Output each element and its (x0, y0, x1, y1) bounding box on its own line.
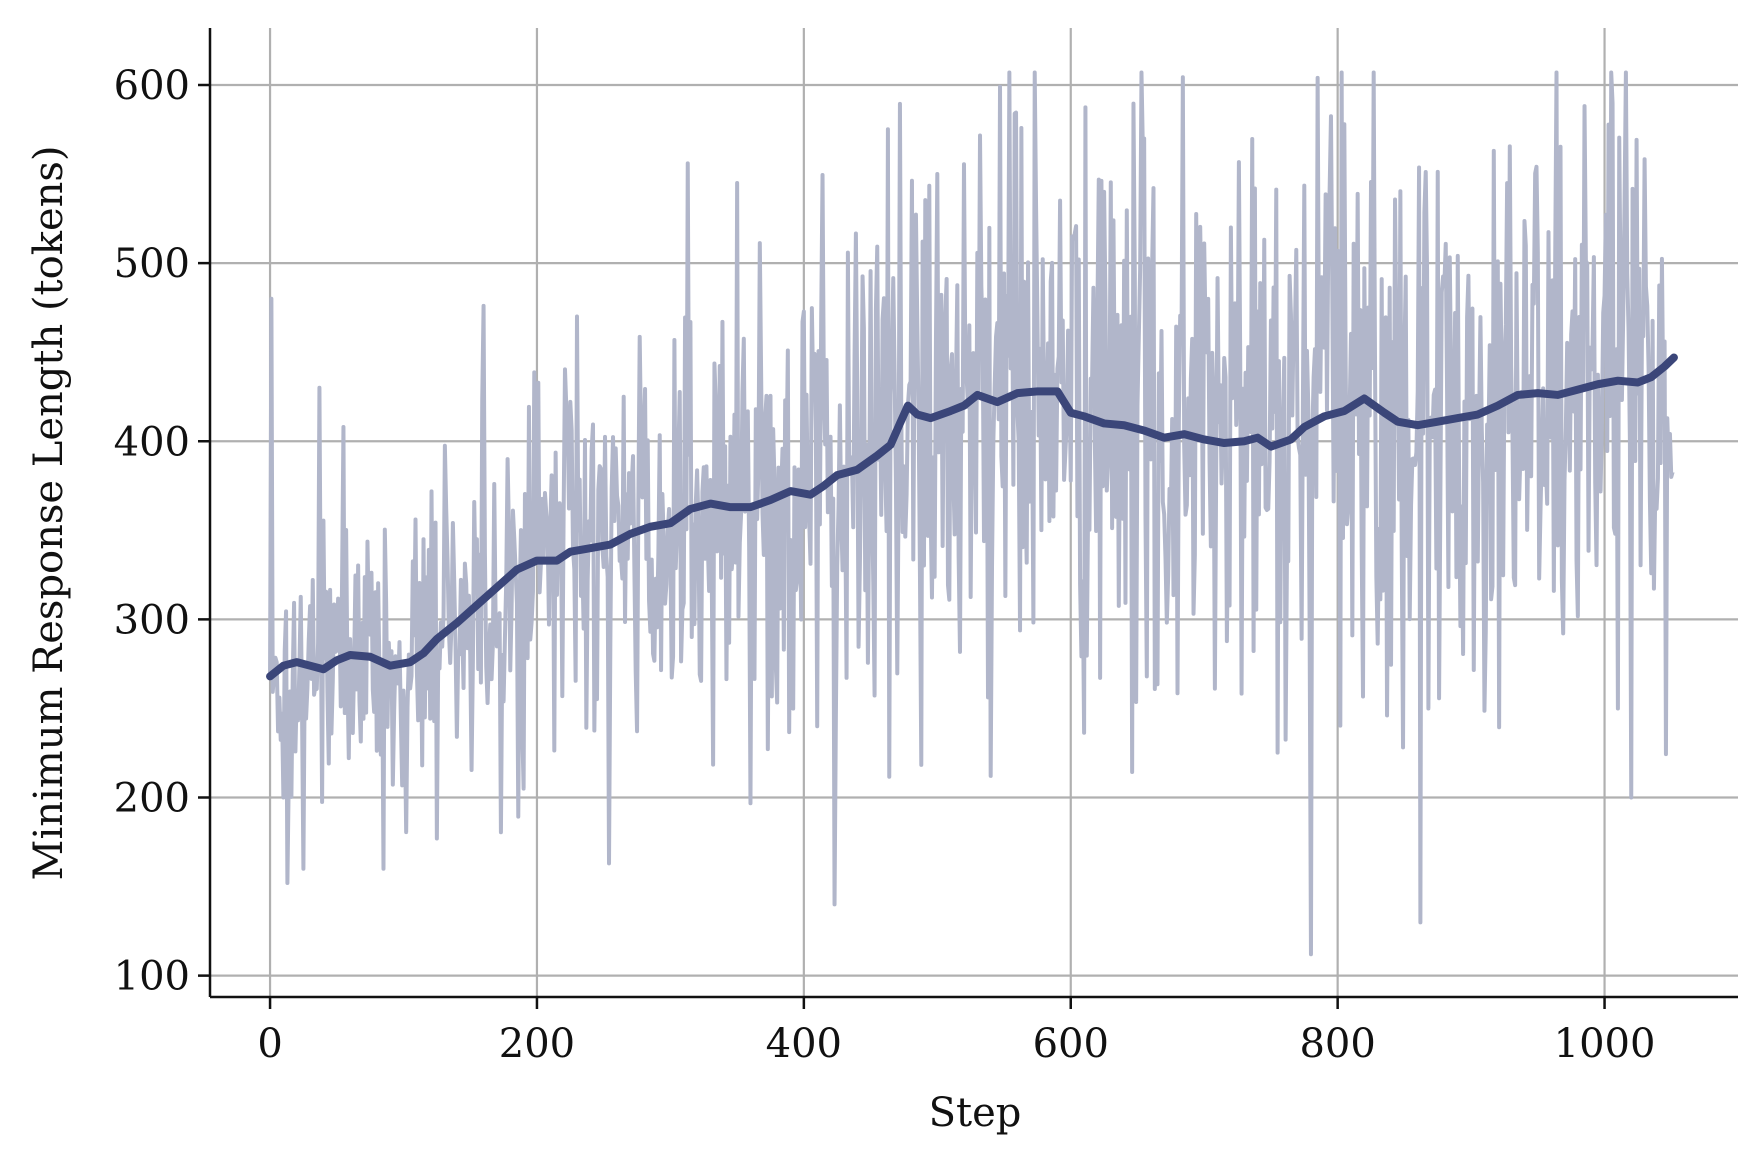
smoothed-series-layer (266, 353, 1678, 681)
raw-series-layer (268, 70, 1675, 957)
x-tick-label: 200 (499, 1021, 575, 1067)
y-tick-label: 300 (114, 597, 190, 643)
x-tick-label: 0 (257, 1021, 282, 1067)
y-tick-label: 600 (114, 63, 190, 109)
x-tick-label: 800 (1299, 1021, 1375, 1067)
axes (198, 28, 1738, 1009)
y-axis-label: Minimum Response Length (tokens) (26, 145, 72, 880)
x-axis-label: Step (929, 1090, 1022, 1136)
x-tick-label: 600 (1033, 1021, 1109, 1067)
y-tick-label: 400 (114, 419, 190, 465)
y-tick-label: 200 (114, 776, 190, 822)
y-tick-label: 100 (114, 954, 190, 1000)
raw-series-line (268, 70, 1675, 957)
x-tick-label: 400 (766, 1021, 842, 1067)
y-tick-label: 500 (114, 241, 190, 287)
x-tick-label: 1000 (1554, 1021, 1656, 1067)
tick-labels: 0 200 400 600 800 1000 100 200 300 400 500 600 (114, 63, 1656, 1067)
smoothed-series-line (266, 353, 1678, 681)
